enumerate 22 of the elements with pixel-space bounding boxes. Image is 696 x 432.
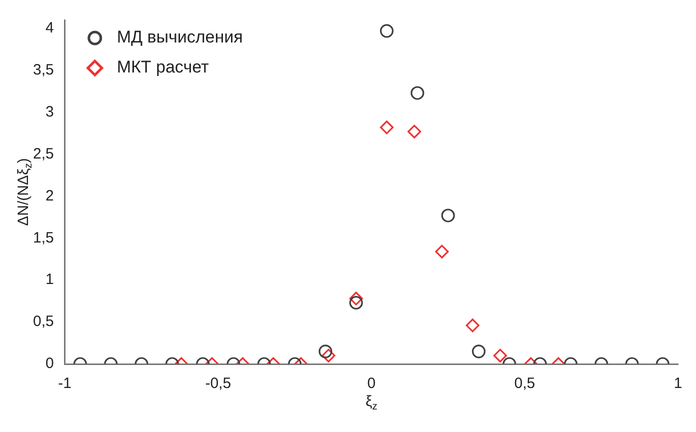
legend-label: МКТ расчет [116,58,209,77]
point [441,208,455,222]
legend-label: МД вычисления [116,28,243,47]
y-tick-label: 2,5 [32,145,54,162]
y-tick-label: 2 [46,187,54,204]
x-tick-label: -0,5 [205,375,232,392]
y-tick-label: 1,5 [32,229,54,246]
point [410,86,424,100]
y-tick-label: 0 [46,355,54,372]
x-tick-label: -1 [58,375,72,392]
point [380,24,394,38]
y-axis-title: ΔN/(NΔξz) [15,158,34,226]
x-tick-label: 0 [367,375,376,392]
point [380,120,394,134]
y-tick-label: 1 [46,271,54,288]
y-tick-label: 0,5 [32,313,54,330]
y-tick-label: 3,5 [32,61,54,78]
x-tick-label: 0,5 [514,375,536,392]
x-tick-label: 1 [674,375,682,392]
point [408,124,422,138]
y-tick-label: 4 [46,20,54,37]
y-tick-label: 3 [46,103,54,120]
